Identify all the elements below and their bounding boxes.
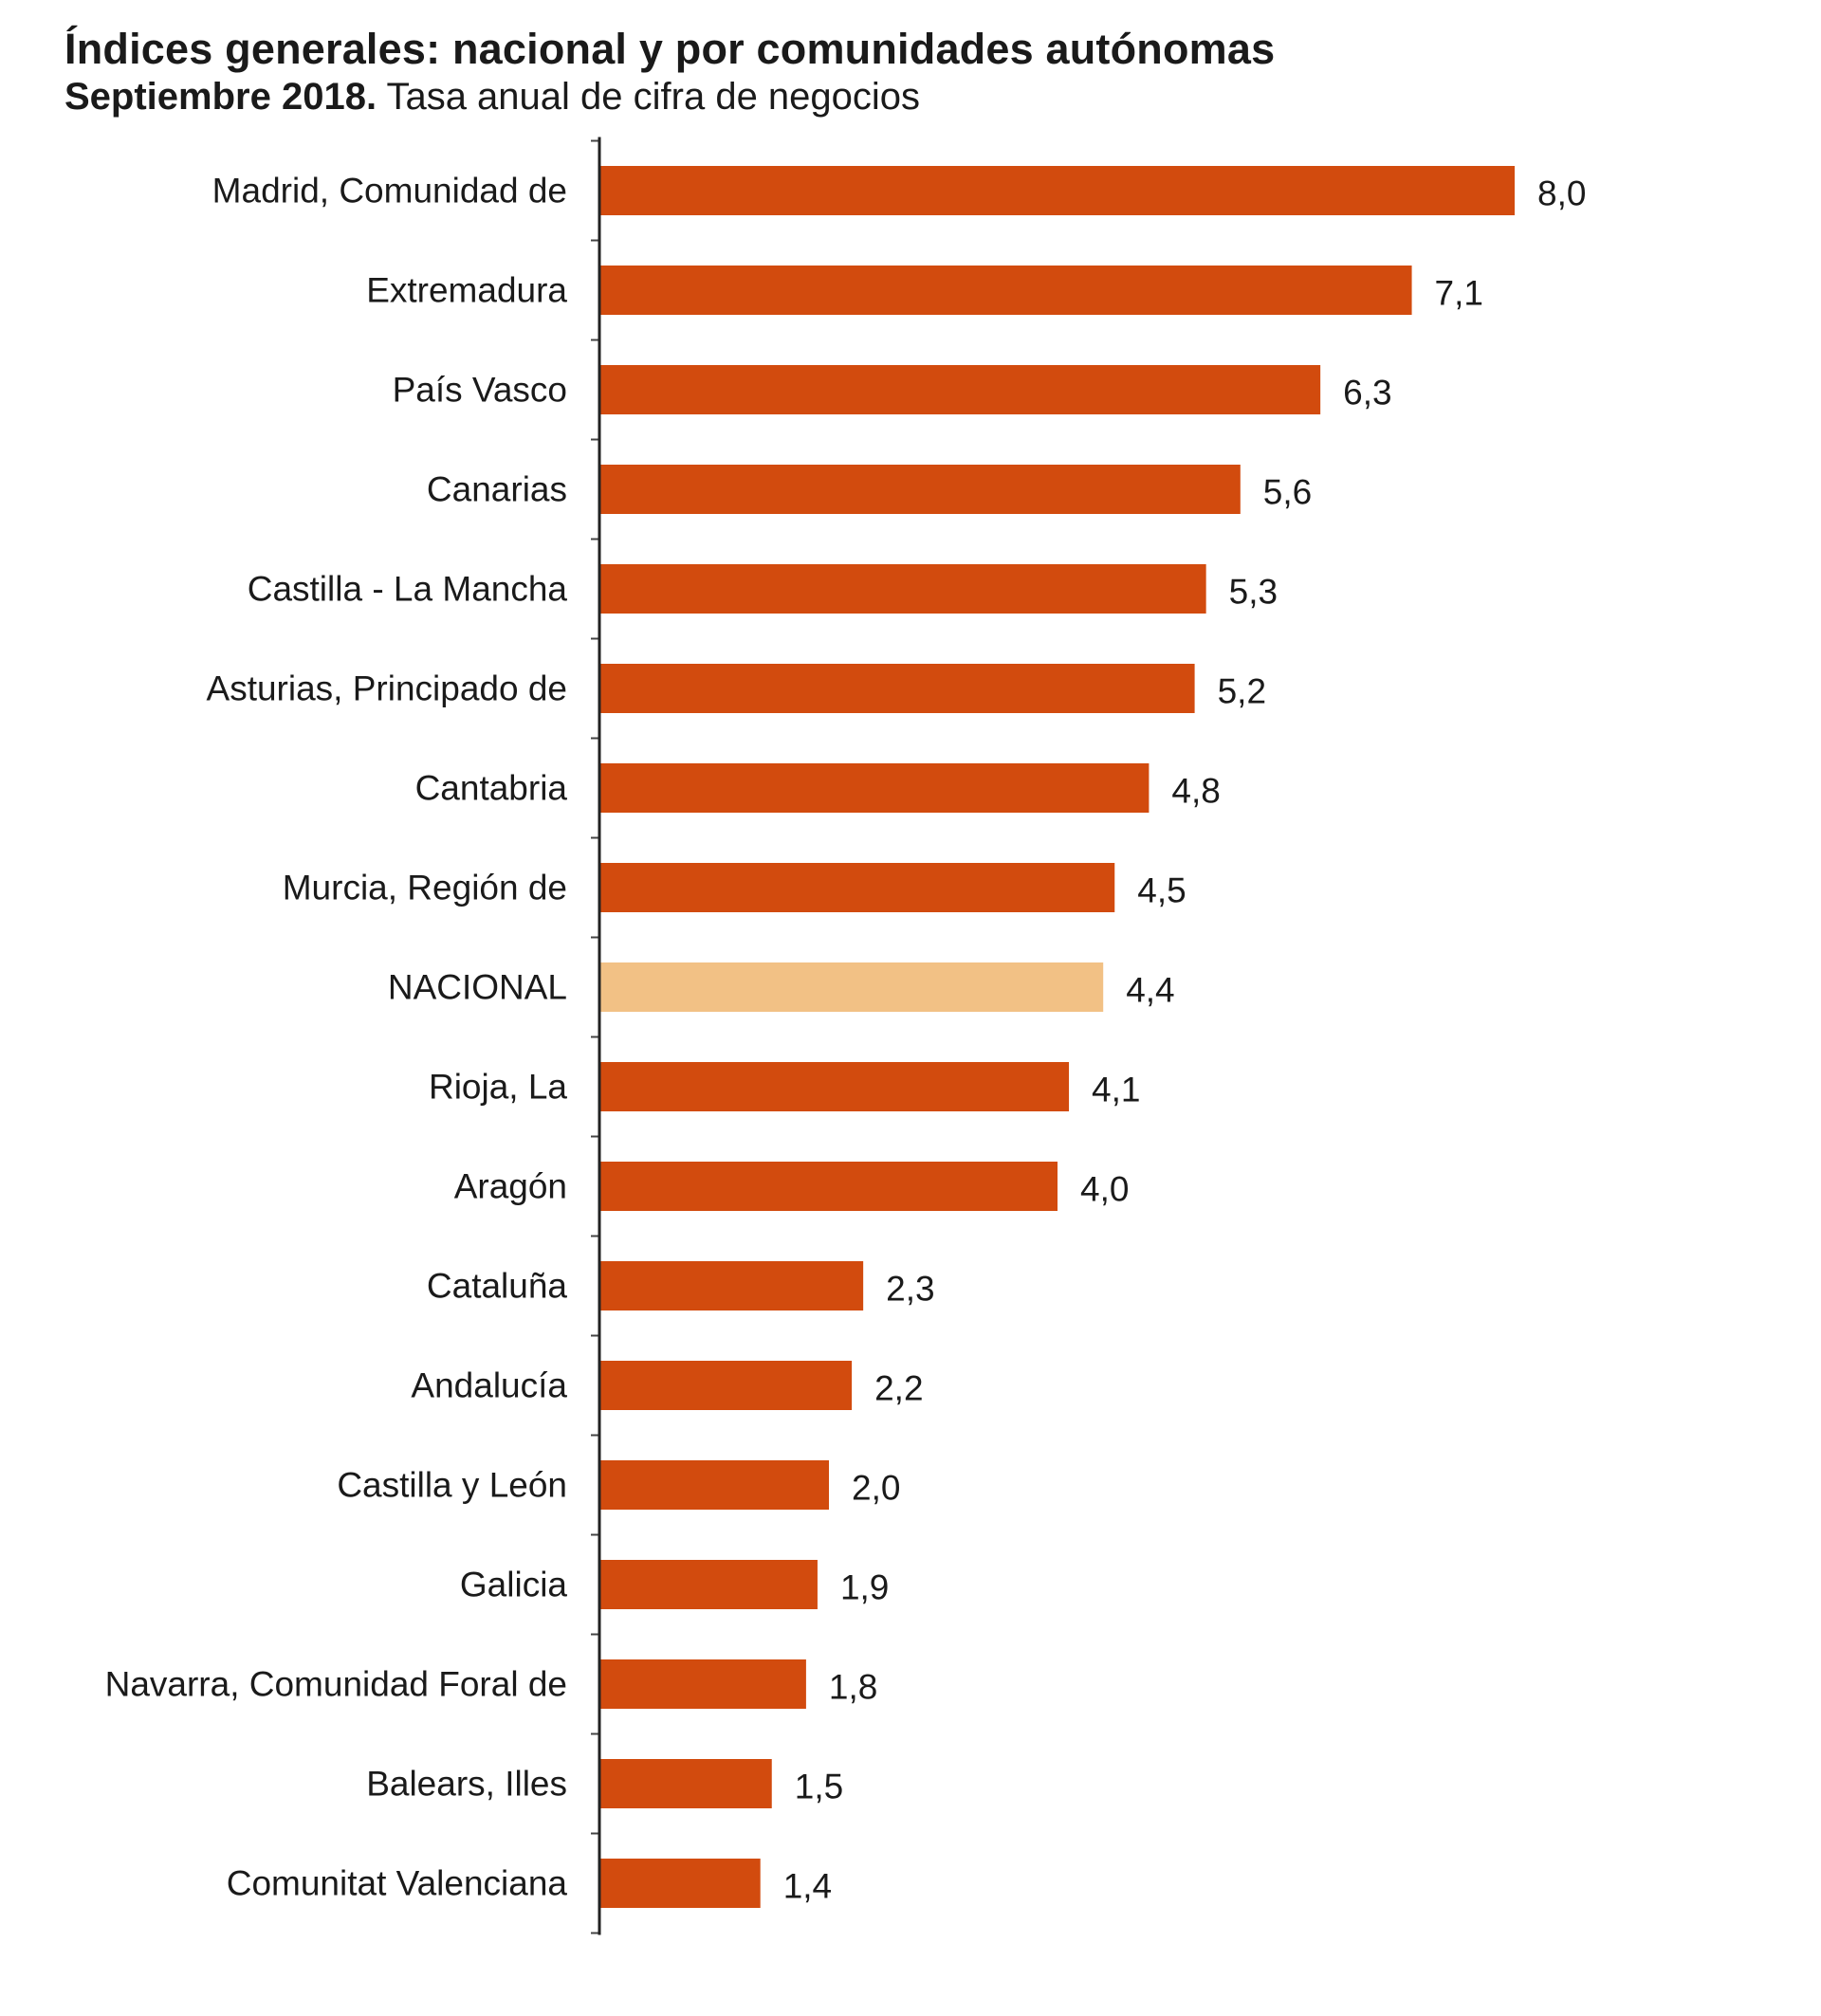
category-labels-group: Madrid, Comunidad de Extremadura País Vasc…	[105, 172, 568, 1903]
bar-castilla-la-mancha	[600, 564, 1206, 614]
value-labels-group: 8,0 7,1 6,3 5,6 5,3 5,2 4,8 4,5 4,4 4,1 4,0 2,3 2,2 2…	[783, 174, 1587, 1906]
bar-andalucia	[600, 1361, 853, 1410]
bar-balears-illes	[600, 1759, 772, 1808]
value-label: 5,3	[1229, 573, 1278, 612]
bar-cataluna	[600, 1261, 864, 1310]
value-label: 8,0	[1537, 174, 1586, 213]
value-label: 1,5	[795, 1768, 843, 1806]
value-label: 4,4	[1126, 971, 1174, 1010]
bar-murcia-region-de	[600, 863, 1115, 912]
chart-subtitle: Septiembre 2018. Tasa anual de cifra de …	[64, 76, 920, 119]
value-label: 4,1	[1092, 1071, 1140, 1109]
category-label: Castilla - La Mancha	[248, 570, 568, 609]
bar-comunitat-valenciana	[600, 1859, 761, 1908]
bar-extremadura	[600, 266, 1412, 315]
value-label: 2,2	[874, 1369, 923, 1408]
chart-title: Índices generales: nacional y por comuni…	[64, 25, 1276, 73]
category-label: Murcia, Región de	[283, 869, 567, 907]
value-label: 6,3	[1343, 374, 1391, 412]
category-label: Cataluña	[427, 1267, 568, 1306]
bar-galicia	[600, 1560, 818, 1609]
value-label: 4,5	[1137, 871, 1186, 910]
bar-asturias-principado-de	[600, 664, 1195, 713]
category-label: Aragón	[454, 1167, 567, 1206]
value-label: 5,2	[1218, 672, 1266, 711]
value-label: 7,1	[1435, 274, 1483, 313]
bar-pais-vasco	[600, 365, 1321, 414]
category-label: Galicia	[460, 1566, 568, 1604]
value-label: 2,3	[886, 1270, 934, 1309]
category-label: Cantabria	[415, 769, 568, 808]
bar-canarias	[600, 465, 1241, 514]
category-label: Comunitat Valenciana	[227, 1864, 568, 1903]
value-label: 4,0	[1080, 1170, 1129, 1209]
category-label: NACIONAL	[388, 968, 567, 1007]
category-label: Castilla y León	[337, 1466, 567, 1505]
bars-group	[600, 166, 1515, 1908]
value-label: 5,6	[1263, 473, 1312, 512]
category-label: Madrid, Comunidad de	[212, 172, 567, 211]
chart-subtitle-date: Septiembre 2018.	[64, 76, 377, 118]
value-label: 1,4	[783, 1867, 832, 1906]
value-label: 1,8	[829, 1668, 877, 1707]
bar-navarra-comunidad-foral-de	[600, 1659, 806, 1709]
category-label: País Vasco	[393, 371, 567, 410]
category-label: Asturias, Principado de	[207, 669, 567, 708]
category-label: Balears, Illes	[366, 1765, 567, 1804]
bar-aragon	[600, 1162, 1058, 1211]
category-label: Rioja, La	[429, 1068, 567, 1107]
bar-rioja-la	[600, 1062, 1070, 1111]
bar-castilla-y-leon	[600, 1460, 829, 1510]
value-label: 4,8	[1171, 772, 1220, 811]
category-label: Andalucía	[411, 1366, 567, 1405]
bar-nacional	[600, 962, 1104, 1012]
value-label: 2,0	[852, 1469, 900, 1508]
bar-madrid-comunidad-de	[600, 166, 1515, 215]
value-label: 1,9	[840, 1568, 889, 1607]
category-label: Extremadura	[366, 271, 567, 310]
category-label: Navarra, Comunidad Foral de	[105, 1665, 567, 1704]
bar-cantabria	[600, 763, 1150, 813]
category-label: Canarias	[427, 470, 567, 509]
chart-subtitle-text: Tasa anual de cifra de negocios	[386, 76, 921, 118]
